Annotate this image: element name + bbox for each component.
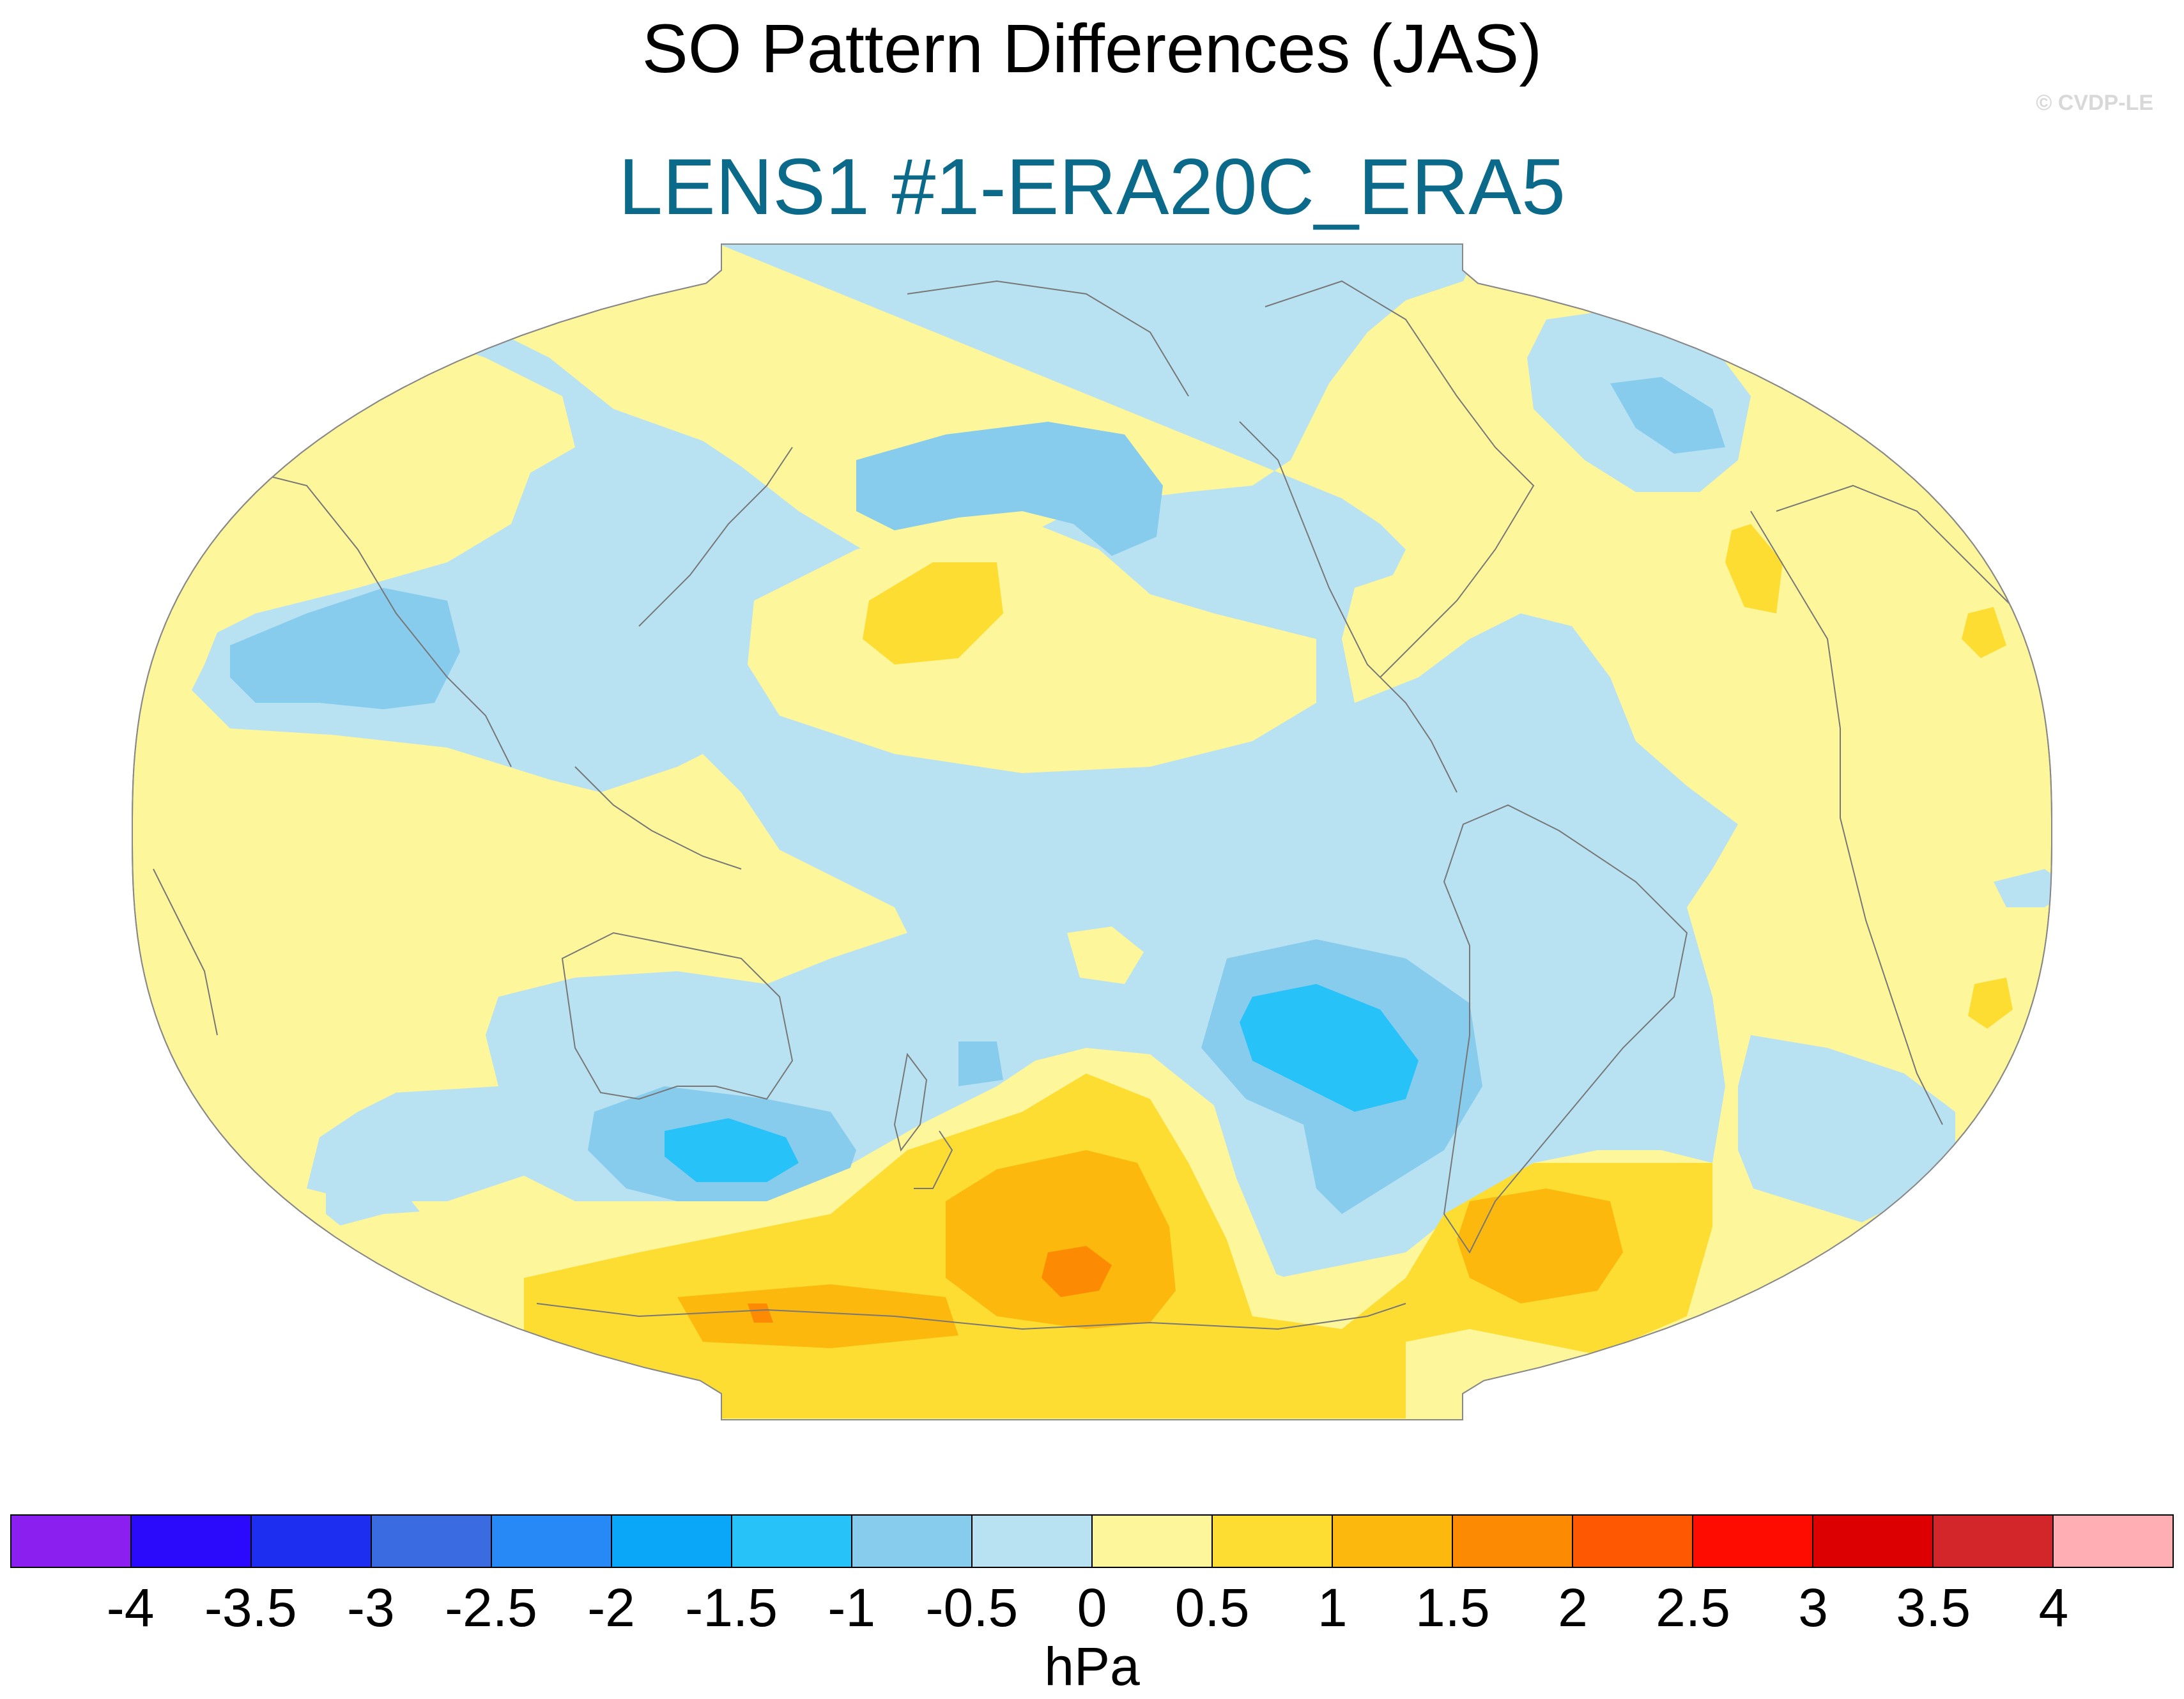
coastline — [1750, 511, 1943, 1125]
contour-region — [863, 562, 1003, 665]
coastline — [536, 1303, 1406, 1330]
coastline — [914, 1130, 953, 1189]
map — [132, 243, 2052, 1420]
colorbar-swatch — [1934, 1516, 2054, 1567]
contour-region — [748, 524, 1316, 773]
colorbar-swatch — [1093, 1516, 1213, 1567]
colorbar-tick-label: 0.5 — [1174, 1578, 1250, 1638]
colorbar-tick-label: 1 — [1317, 1578, 1348, 1638]
colorbar-swatch — [132, 1516, 252, 1567]
colorbar-tick-label: 3 — [1798, 1578, 1829, 1638]
coastline — [907, 280, 1189, 397]
colorbar-tick-label: -1 — [827, 1578, 876, 1638]
contour-region — [1610, 377, 1725, 454]
colorbar-tick-label: -3 — [346, 1578, 395, 1638]
colorbar-swatch — [852, 1516, 973, 1567]
coastline — [1443, 804, 1688, 1254]
colorbar-tick-label: -2 — [587, 1578, 635, 1638]
subtitle: LENS1 #1-ERA20C_ERA5 — [619, 143, 1565, 231]
credit-label: © CVDP-LE — [2036, 91, 2153, 115]
colorbar-swatch — [372, 1516, 492, 1567]
contour-region — [1457, 1188, 1623, 1303]
contour-region — [748, 1303, 773, 1323]
colorbar-swatch — [1213, 1516, 1333, 1567]
colorbar-swatch — [492, 1516, 612, 1567]
coastline — [1265, 280, 1535, 678]
contour-region — [1962, 607, 2006, 658]
contour-region — [1240, 984, 1419, 1112]
colorbar-tick-label: 2.5 — [1656, 1578, 1730, 1638]
contour-region — [946, 1150, 1176, 1329]
colorbar-tick-label: 4 — [2038, 1578, 2069, 1638]
colorbar-swatch — [2054, 1516, 2172, 1567]
colorbar-tick-labels: -4 -3.5 -3 -2.5 -2 -1.5 -1 -0.5 0 0.5 1 1.5 2 2.5 3 3.5… — [0, 1577, 2184, 1641]
colorbar-tick-label: 0 — [1077, 1578, 1107, 1638]
colorbar-swatch — [1693, 1516, 1813, 1567]
contour-layer — [147, 244, 2052, 1418]
map-outline — [132, 243, 2052, 1420]
contour-region — [677, 1284, 958, 1348]
colorbar-units: hPa — [1044, 1636, 1140, 1696]
colorbar-tick-label: -3.5 — [204, 1578, 297, 1638]
coastlines — [153, 280, 2045, 1330]
colorbar-swatch — [1453, 1516, 1573, 1567]
colorbar-tick-label: 2 — [1558, 1578, 1588, 1638]
contour-region — [665, 1118, 799, 1182]
coastline — [561, 932, 794, 1100]
contour-region — [230, 588, 460, 709]
coastline — [638, 447, 793, 627]
colorbar-tick-label: -4 — [106, 1578, 155, 1638]
main-title: SO Pattern Differences (JAS) — [642, 10, 1542, 87]
colorbar-tick-label: -0.5 — [925, 1578, 1019, 1638]
contour-region — [958, 1042, 1003, 1086]
colorbar-tick-label: -1.5 — [685, 1578, 778, 1638]
colorbar-swatch — [1573, 1516, 1693, 1567]
contour-region — [1067, 926, 1144, 984]
colorbar-swatch — [252, 1516, 372, 1567]
contour-region — [1968, 978, 2013, 1029]
contour-region — [856, 422, 1163, 556]
colorbar — [10, 1514, 2174, 1568]
coastline — [153, 868, 218, 1036]
colorbar-swatch — [1813, 1516, 1934, 1567]
colorbar-tick-label: 3.5 — [1896, 1578, 1971, 1638]
colorbar-swatch — [612, 1516, 732, 1567]
colorbar-tick-label: -2.5 — [445, 1578, 537, 1638]
colorbar-tick-label: 1.5 — [1415, 1578, 1490, 1638]
contour-region — [1042, 1246, 1112, 1297]
colorbar-swatch — [12, 1516, 132, 1567]
colorbar-swatch — [973, 1516, 1093, 1567]
colorbar-swatch — [732, 1516, 852, 1567]
coastline — [1239, 421, 1457, 793]
colorbar-swatch — [1333, 1516, 1453, 1567]
contour-region — [1725, 524, 1783, 613]
coastline — [574, 766, 742, 870]
coastline — [893, 1052, 928, 1152]
